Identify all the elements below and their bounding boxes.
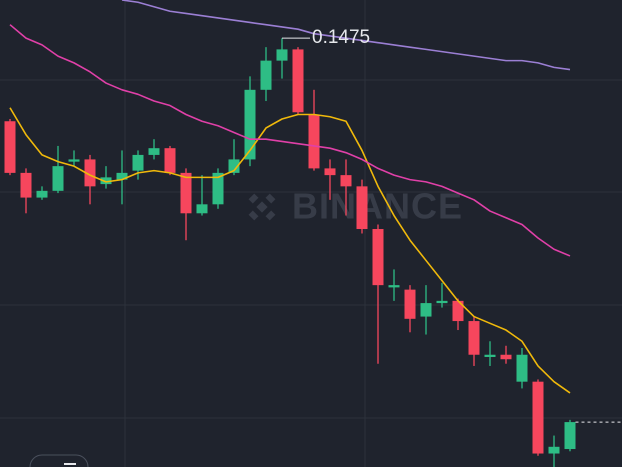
candle-body [356, 186, 368, 230]
candle-body [116, 172, 128, 180]
candle-body [564, 422, 576, 450]
candle-body [20, 172, 32, 198]
candle-body [68, 159, 80, 162]
candles [4, 38, 576, 467]
candle-body [132, 154, 144, 171]
watermark-text: BINANCE [292, 186, 463, 227]
candle-body [52, 166, 64, 191]
candle-body [244, 89, 256, 160]
candle-body [532, 381, 544, 454]
ma-line [9, 107, 571, 394]
candle-body [260, 60, 272, 90]
candle-body [180, 172, 192, 214]
candle-body [420, 303, 432, 317]
candle-body [548, 446, 560, 454]
candle-body [212, 172, 224, 205]
candle-body [404, 289, 416, 319]
candle-body [228, 159, 240, 173]
candle-body [436, 300, 448, 304]
watermark: BINANCE [248, 186, 463, 227]
candle-body [276, 49, 288, 61]
candle-body [4, 121, 16, 173]
candle-body [36, 190, 48, 198]
candle-body [340, 175, 352, 187]
candle-body [452, 300, 464, 322]
candle-body [100, 177, 112, 185]
toolbar-button[interactable] [29, 454, 89, 467]
candle-body [372, 229, 384, 286]
candle-body [500, 354, 512, 360]
candle-body [164, 148, 176, 173]
candle-body [516, 354, 528, 382]
candle-body [484, 354, 496, 357]
candle-body [148, 148, 160, 155]
candle-body [324, 168, 336, 176]
candle-body [308, 114, 320, 169]
candle-body [388, 285, 400, 288]
candle-body [468, 321, 480, 355]
candle-body [292, 49, 304, 113]
high-price-label: 0.1475 [312, 27, 370, 48]
candle-body [196, 204, 208, 214]
candle-body [84, 159, 96, 187]
ma-line [121, 0, 571, 71]
ma-line [9, 24, 571, 257]
